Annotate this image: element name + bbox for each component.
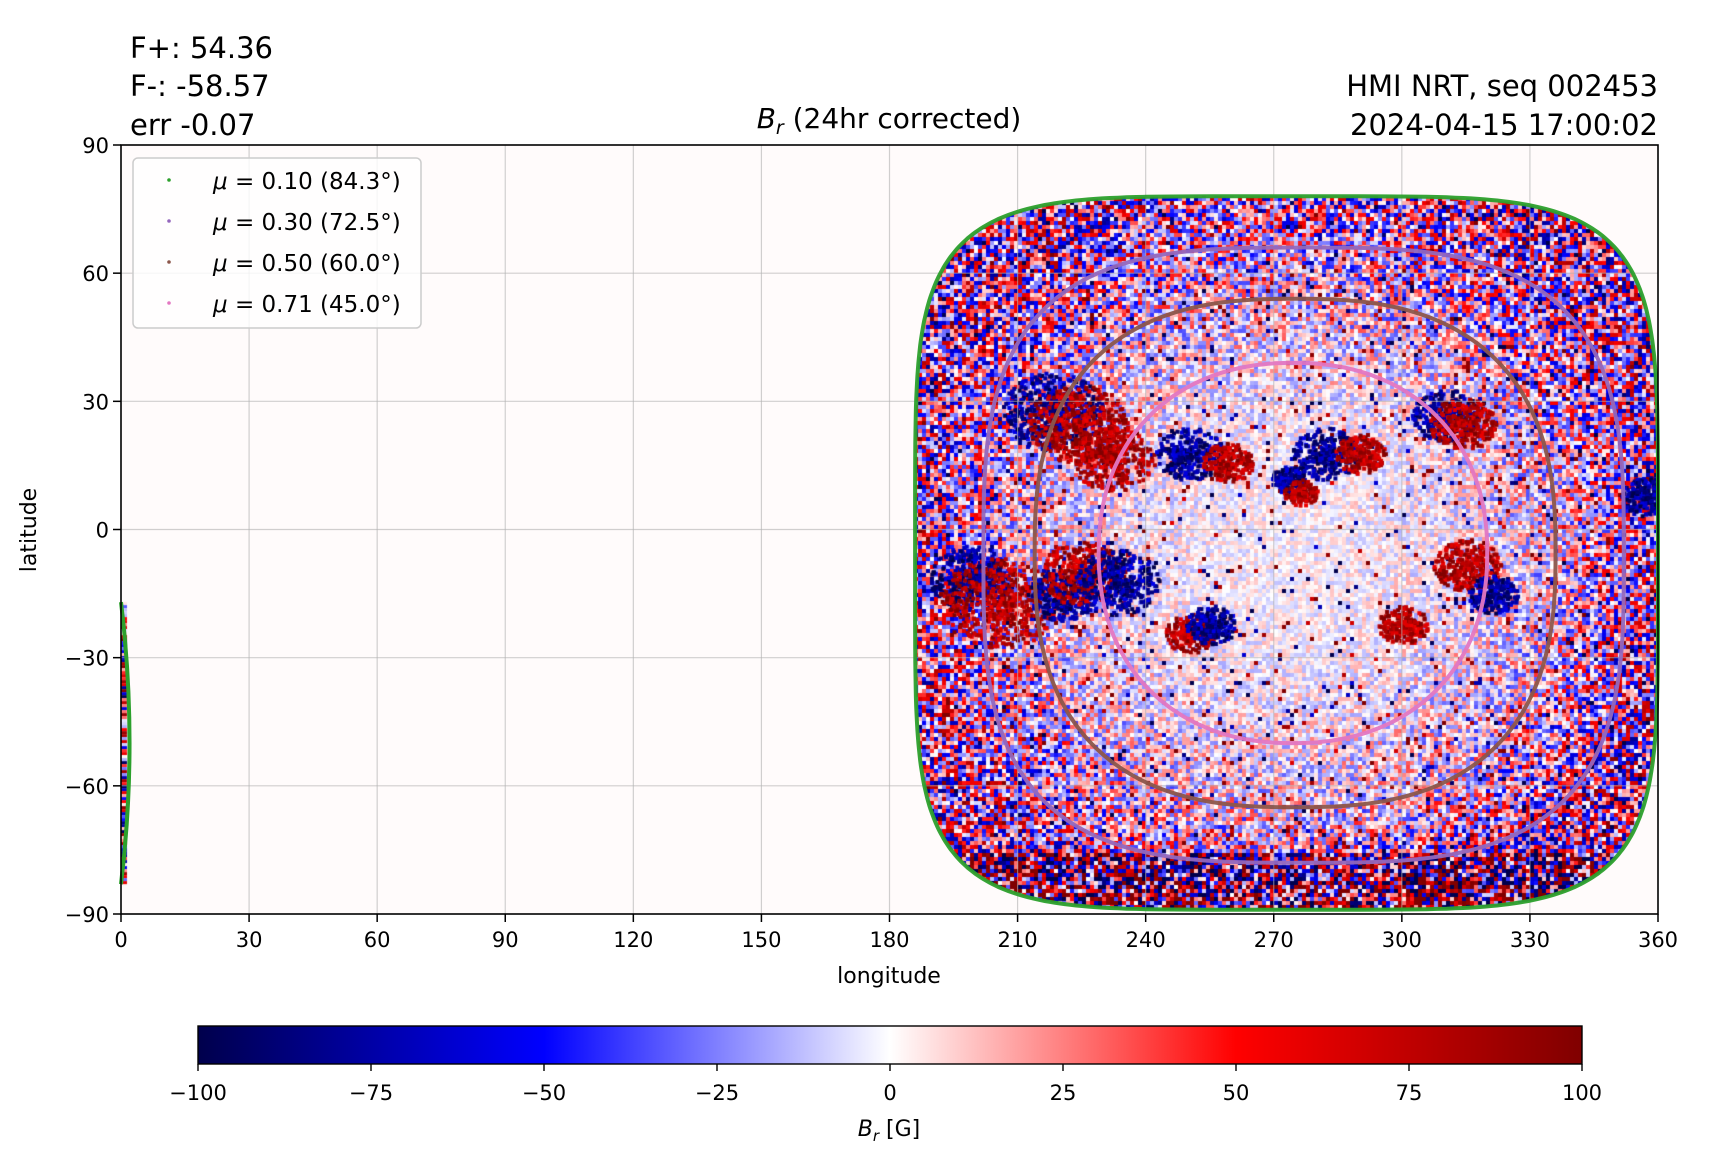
- x-tick-label: 150: [741, 928, 781, 952]
- legend-marker: [167, 219, 171, 223]
- x-tick-label: 60: [364, 928, 391, 952]
- source-label: HMI NRT, seq 002453: [1346, 69, 1658, 103]
- flux-negative-label: F-: -58.57: [130, 69, 270, 103]
- legend-label: μ = 0.10 (84.3°): [212, 169, 401, 195]
- colorbar-gradient: [197, 1025, 1583, 1065]
- x-tick-label: 330: [1510, 928, 1550, 952]
- y-axis-label: latitude: [17, 488, 42, 572]
- x-tick-label: 90: [492, 928, 519, 952]
- error-label: err -0.07: [130, 108, 256, 142]
- y-tick-label: 90: [82, 134, 109, 158]
- colorbar: −100 −75 −50 −25 0 25 50 75 100 Br [G]: [169, 1025, 1602, 1145]
- y-tick-label: −30: [65, 647, 109, 671]
- y-tick-label: −60: [65, 775, 109, 799]
- y-tick-label: −90: [65, 903, 109, 927]
- grid: [121, 145, 1658, 914]
- mu-contour-0.50: [1032, 296, 1558, 810]
- legend-label: μ = 0.71 (45.0°): [212, 292, 401, 318]
- x-tick-label: 360: [1638, 928, 1678, 952]
- x-tick-label: 30: [236, 928, 263, 952]
- y-tick-label: 30: [82, 390, 109, 414]
- x-axis-label: longitude: [837, 964, 941, 989]
- x-tick-label: 270: [1254, 928, 1294, 952]
- colorbar-label: Br [G]: [858, 1117, 920, 1145]
- legend-label: μ = 0.50 (60.0°): [212, 251, 401, 277]
- x-tick-label: 180: [869, 928, 909, 952]
- legend-label: μ = 0.30 (72.5°): [212, 210, 401, 236]
- timestamp-label: 2024-04-15 17:00:02: [1350, 108, 1658, 142]
- colorbar-tick-label: −75: [349, 1081, 393, 1105]
- colorbar-tick-label: −100: [169, 1081, 227, 1105]
- mu-contour-0.30: [981, 245, 1626, 865]
- x-tick-label: 0: [114, 928, 127, 952]
- x-tick-label: 210: [998, 928, 1038, 952]
- colorbar-tick-label: 75: [1396, 1081, 1423, 1105]
- legend: μ = 0.10 (84.3°) μ = 0.30 (72.5°) μ = 0.50…: [132, 157, 422, 329]
- mu-contour-wrap: [119, 601, 132, 885]
- legend-box: [132, 157, 422, 329]
- y-tick-label: 0: [96, 519, 109, 543]
- colorbar-tick-label: 50: [1223, 1081, 1250, 1105]
- mu-contour-0.71: [1096, 360, 1490, 746]
- mu-contours: [119, 194, 1660, 912]
- y-tick-label: 60: [82, 262, 109, 286]
- x-axis-ticks: 0 30 60 90 120 150 180 210 240 270 300 330 360: [114, 914, 1678, 952]
- x-tick-label: 240: [1126, 928, 1166, 952]
- x-tick-label: 300: [1382, 928, 1422, 952]
- colorbar-tick-label: 0: [883, 1081, 896, 1105]
- legend-marker: [167, 301, 171, 305]
- colorbar-tick-label: −50: [522, 1081, 566, 1105]
- x-tick-label: 120: [613, 928, 653, 952]
- mu-contour-0.10: [913, 194, 1660, 912]
- colorbar-tick-label: −25: [695, 1081, 739, 1105]
- legend-marker: [167, 178, 171, 182]
- colorbar-tick-label: 100: [1562, 1081, 1602, 1105]
- y-axis-ticks: 90 60 30 0 −30 −60 −90: [65, 134, 121, 927]
- flux-positive-label: F+: 54.36: [130, 31, 273, 65]
- colorbar-tick-label: 25: [1050, 1081, 1077, 1105]
- legend-marker: [167, 260, 171, 264]
- chart-title: Br (24hr corrected): [757, 102, 1022, 139]
